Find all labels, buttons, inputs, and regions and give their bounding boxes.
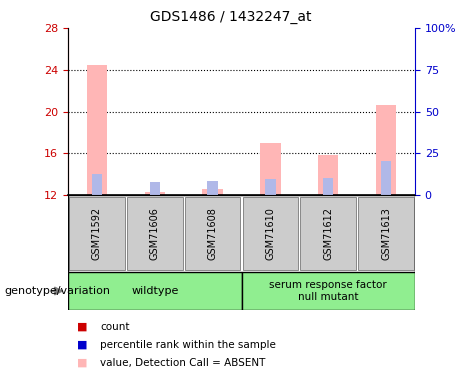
Bar xyxy=(358,196,414,270)
Text: wildtype: wildtype xyxy=(131,286,178,296)
Bar xyxy=(69,196,124,270)
Text: value, Detection Call = ABSENT: value, Detection Call = ABSENT xyxy=(100,358,266,368)
Text: ■: ■ xyxy=(77,358,88,368)
Bar xyxy=(127,196,183,270)
Text: serum response factor
null mutant: serum response factor null mutant xyxy=(269,280,387,302)
Bar xyxy=(242,272,415,310)
Bar xyxy=(87,64,107,195)
Text: percentile rank within the sample: percentile rank within the sample xyxy=(100,340,276,350)
Bar xyxy=(185,196,240,270)
Bar xyxy=(68,272,242,310)
Bar xyxy=(265,179,276,195)
Bar xyxy=(202,189,223,195)
Bar xyxy=(301,196,356,270)
Text: GSM71613: GSM71613 xyxy=(381,207,391,260)
Bar xyxy=(242,196,298,270)
Bar xyxy=(145,192,165,195)
Text: GSM71592: GSM71592 xyxy=(92,207,102,260)
Bar xyxy=(376,105,396,195)
Text: GSM71608: GSM71608 xyxy=(207,207,218,260)
Bar xyxy=(92,174,102,195)
Text: genotype/variation: genotype/variation xyxy=(5,286,111,296)
Text: GSM71612: GSM71612 xyxy=(323,207,333,260)
Text: ■: ■ xyxy=(77,340,88,350)
Bar xyxy=(260,143,281,195)
Text: count: count xyxy=(100,322,130,332)
Text: GSM71606: GSM71606 xyxy=(150,207,160,260)
Text: GSM71610: GSM71610 xyxy=(266,207,275,260)
Bar xyxy=(381,160,391,195)
Bar xyxy=(149,183,160,195)
Text: GDS1486 / 1432247_at: GDS1486 / 1432247_at xyxy=(150,10,311,24)
Bar xyxy=(207,182,218,195)
Text: ■: ■ xyxy=(77,322,88,332)
Bar xyxy=(323,178,333,195)
Bar xyxy=(318,155,338,195)
